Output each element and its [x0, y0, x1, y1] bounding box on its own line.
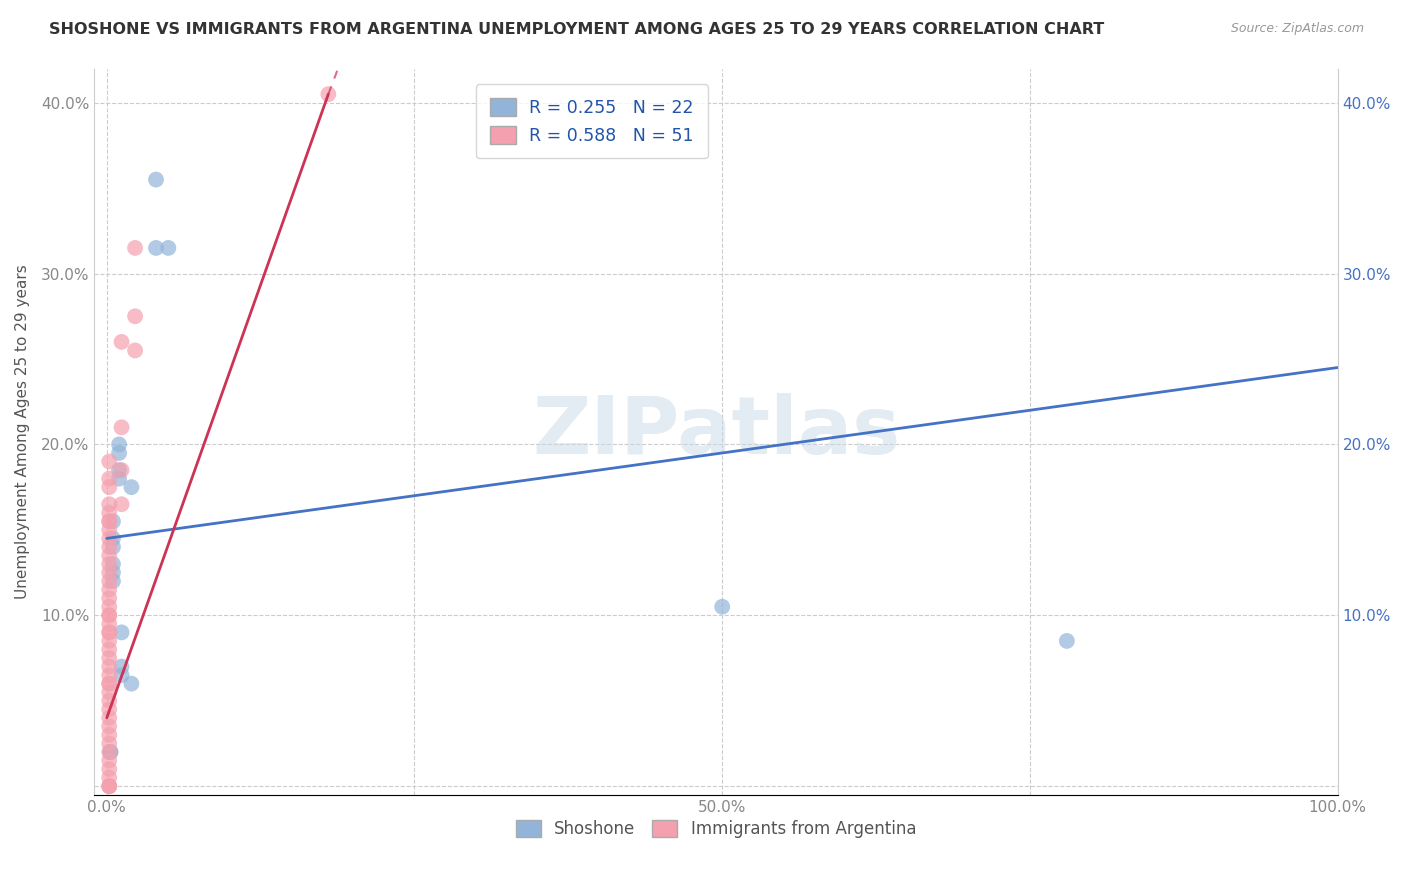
Point	[98, 506, 121, 520]
Point	[101, 540, 124, 554]
Point	[98, 532, 121, 546]
Point	[98, 728, 121, 742]
Point	[98, 497, 121, 511]
Point	[98, 642, 121, 657]
Point	[98, 668, 121, 682]
Point	[711, 599, 734, 614]
Point	[98, 676, 121, 690]
Point	[110, 463, 132, 477]
Point	[98, 634, 121, 648]
Point	[1056, 634, 1078, 648]
Point	[145, 241, 167, 255]
Point	[98, 549, 121, 563]
Point	[110, 497, 132, 511]
Point	[110, 659, 132, 673]
Point	[98, 745, 121, 759]
Point	[98, 599, 121, 614]
Point	[98, 514, 121, 528]
Point	[98, 659, 121, 673]
Point	[124, 241, 146, 255]
Point	[98, 685, 121, 699]
Point	[110, 625, 132, 640]
Point	[145, 172, 167, 186]
Point	[110, 668, 132, 682]
Point	[98, 754, 121, 768]
Point	[98, 540, 121, 554]
Text: ZIPatlas: ZIPatlas	[531, 392, 900, 471]
Point	[98, 608, 121, 623]
Point	[98, 591, 121, 606]
Point	[98, 711, 121, 725]
Point	[120, 480, 142, 494]
Point	[110, 420, 132, 434]
Point	[100, 745, 122, 759]
Point	[98, 625, 121, 640]
Point	[98, 702, 121, 716]
Point	[124, 343, 146, 358]
Point	[108, 446, 131, 460]
Point	[98, 676, 121, 690]
Point	[101, 566, 124, 580]
Point	[157, 241, 180, 255]
Point	[98, 472, 121, 486]
Point	[101, 514, 124, 528]
Point	[98, 694, 121, 708]
Point	[98, 779, 121, 793]
Point	[98, 566, 121, 580]
Point	[98, 454, 121, 468]
Point	[101, 532, 124, 546]
Legend: Shoshone, Immigrants from Argentina: Shoshone, Immigrants from Argentina	[509, 813, 922, 845]
Point	[98, 779, 121, 793]
Point	[120, 676, 142, 690]
Text: Source: ZipAtlas.com: Source: ZipAtlas.com	[1230, 22, 1364, 36]
Text: SHOSHONE VS IMMIGRANTS FROM ARGENTINA UNEMPLOYMENT AMONG AGES 25 TO 29 YEARS COR: SHOSHONE VS IMMIGRANTS FROM ARGENTINA UN…	[49, 22, 1105, 37]
Point	[98, 557, 121, 571]
Point	[98, 762, 121, 776]
Point	[108, 437, 131, 451]
Point	[100, 745, 122, 759]
Point	[98, 514, 121, 528]
Point	[98, 523, 121, 537]
Point	[101, 557, 124, 571]
Point	[98, 771, 121, 785]
Point	[98, 480, 121, 494]
Point	[98, 574, 121, 588]
Point	[110, 334, 132, 349]
Point	[98, 736, 121, 750]
Point	[101, 574, 124, 588]
Point	[98, 625, 121, 640]
Point	[124, 310, 146, 324]
Point	[318, 87, 340, 102]
Point	[98, 651, 121, 665]
Y-axis label: Unemployment Among Ages 25 to 29 years: Unemployment Among Ages 25 to 29 years	[15, 264, 30, 599]
Point	[98, 779, 121, 793]
Point	[108, 463, 131, 477]
Point	[98, 608, 121, 623]
Point	[98, 616, 121, 631]
Point	[98, 719, 121, 733]
Point	[108, 472, 131, 486]
Point	[98, 582, 121, 597]
